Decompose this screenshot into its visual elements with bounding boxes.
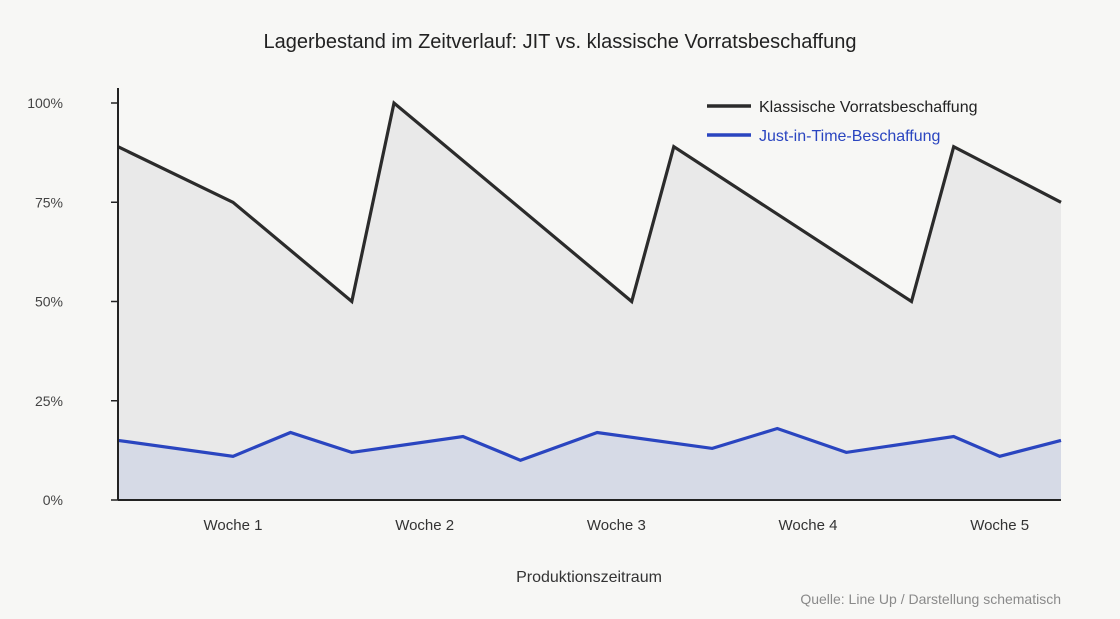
series-area-classic <box>118 103 1061 500</box>
x-tick-label: Woche 2 <box>395 517 454 534</box>
legend-label-classic: Klassische Vorratsbeschaffung <box>759 99 978 116</box>
y-tick-label: 25% <box>35 393 63 409</box>
y-tick-label: 75% <box>35 194 63 210</box>
series-line-classic <box>117 100 1062 305</box>
series-line-jit <box>117 426 1062 463</box>
y-tick-label: 0% <box>43 492 63 508</box>
x-axis-label: Produktionszeitraum <box>516 569 662 586</box>
x-tick-label: Woche 3 <box>587 517 646 534</box>
chart-title: Lagerbestand im Zeitverlauf: JIT vs. kla… <box>264 31 857 53</box>
x-tick-label: Woche 5 <box>970 517 1029 534</box>
axis-layer: 0% 25% 50% 75% 100% Woche 1 Woche 2 Woche 3 Woch… <box>27 88 1061 534</box>
y-tick-label: 100% <box>27 95 63 111</box>
source-note: Quelle: Line Up / Darstellung schematisc… <box>800 591 1061 607</box>
x-tick-label: Woche 4 <box>779 517 838 534</box>
x-tick-label: Woche 1 <box>204 517 263 534</box>
legend: Klassische Vorratsbeschaffung Just-in-Tim… <box>707 99 978 145</box>
legend-label-jit: Just-in-Time-Beschaffung <box>759 128 940 145</box>
y-tick-label: 50% <box>35 294 63 310</box>
line-layer <box>117 100 1062 463</box>
